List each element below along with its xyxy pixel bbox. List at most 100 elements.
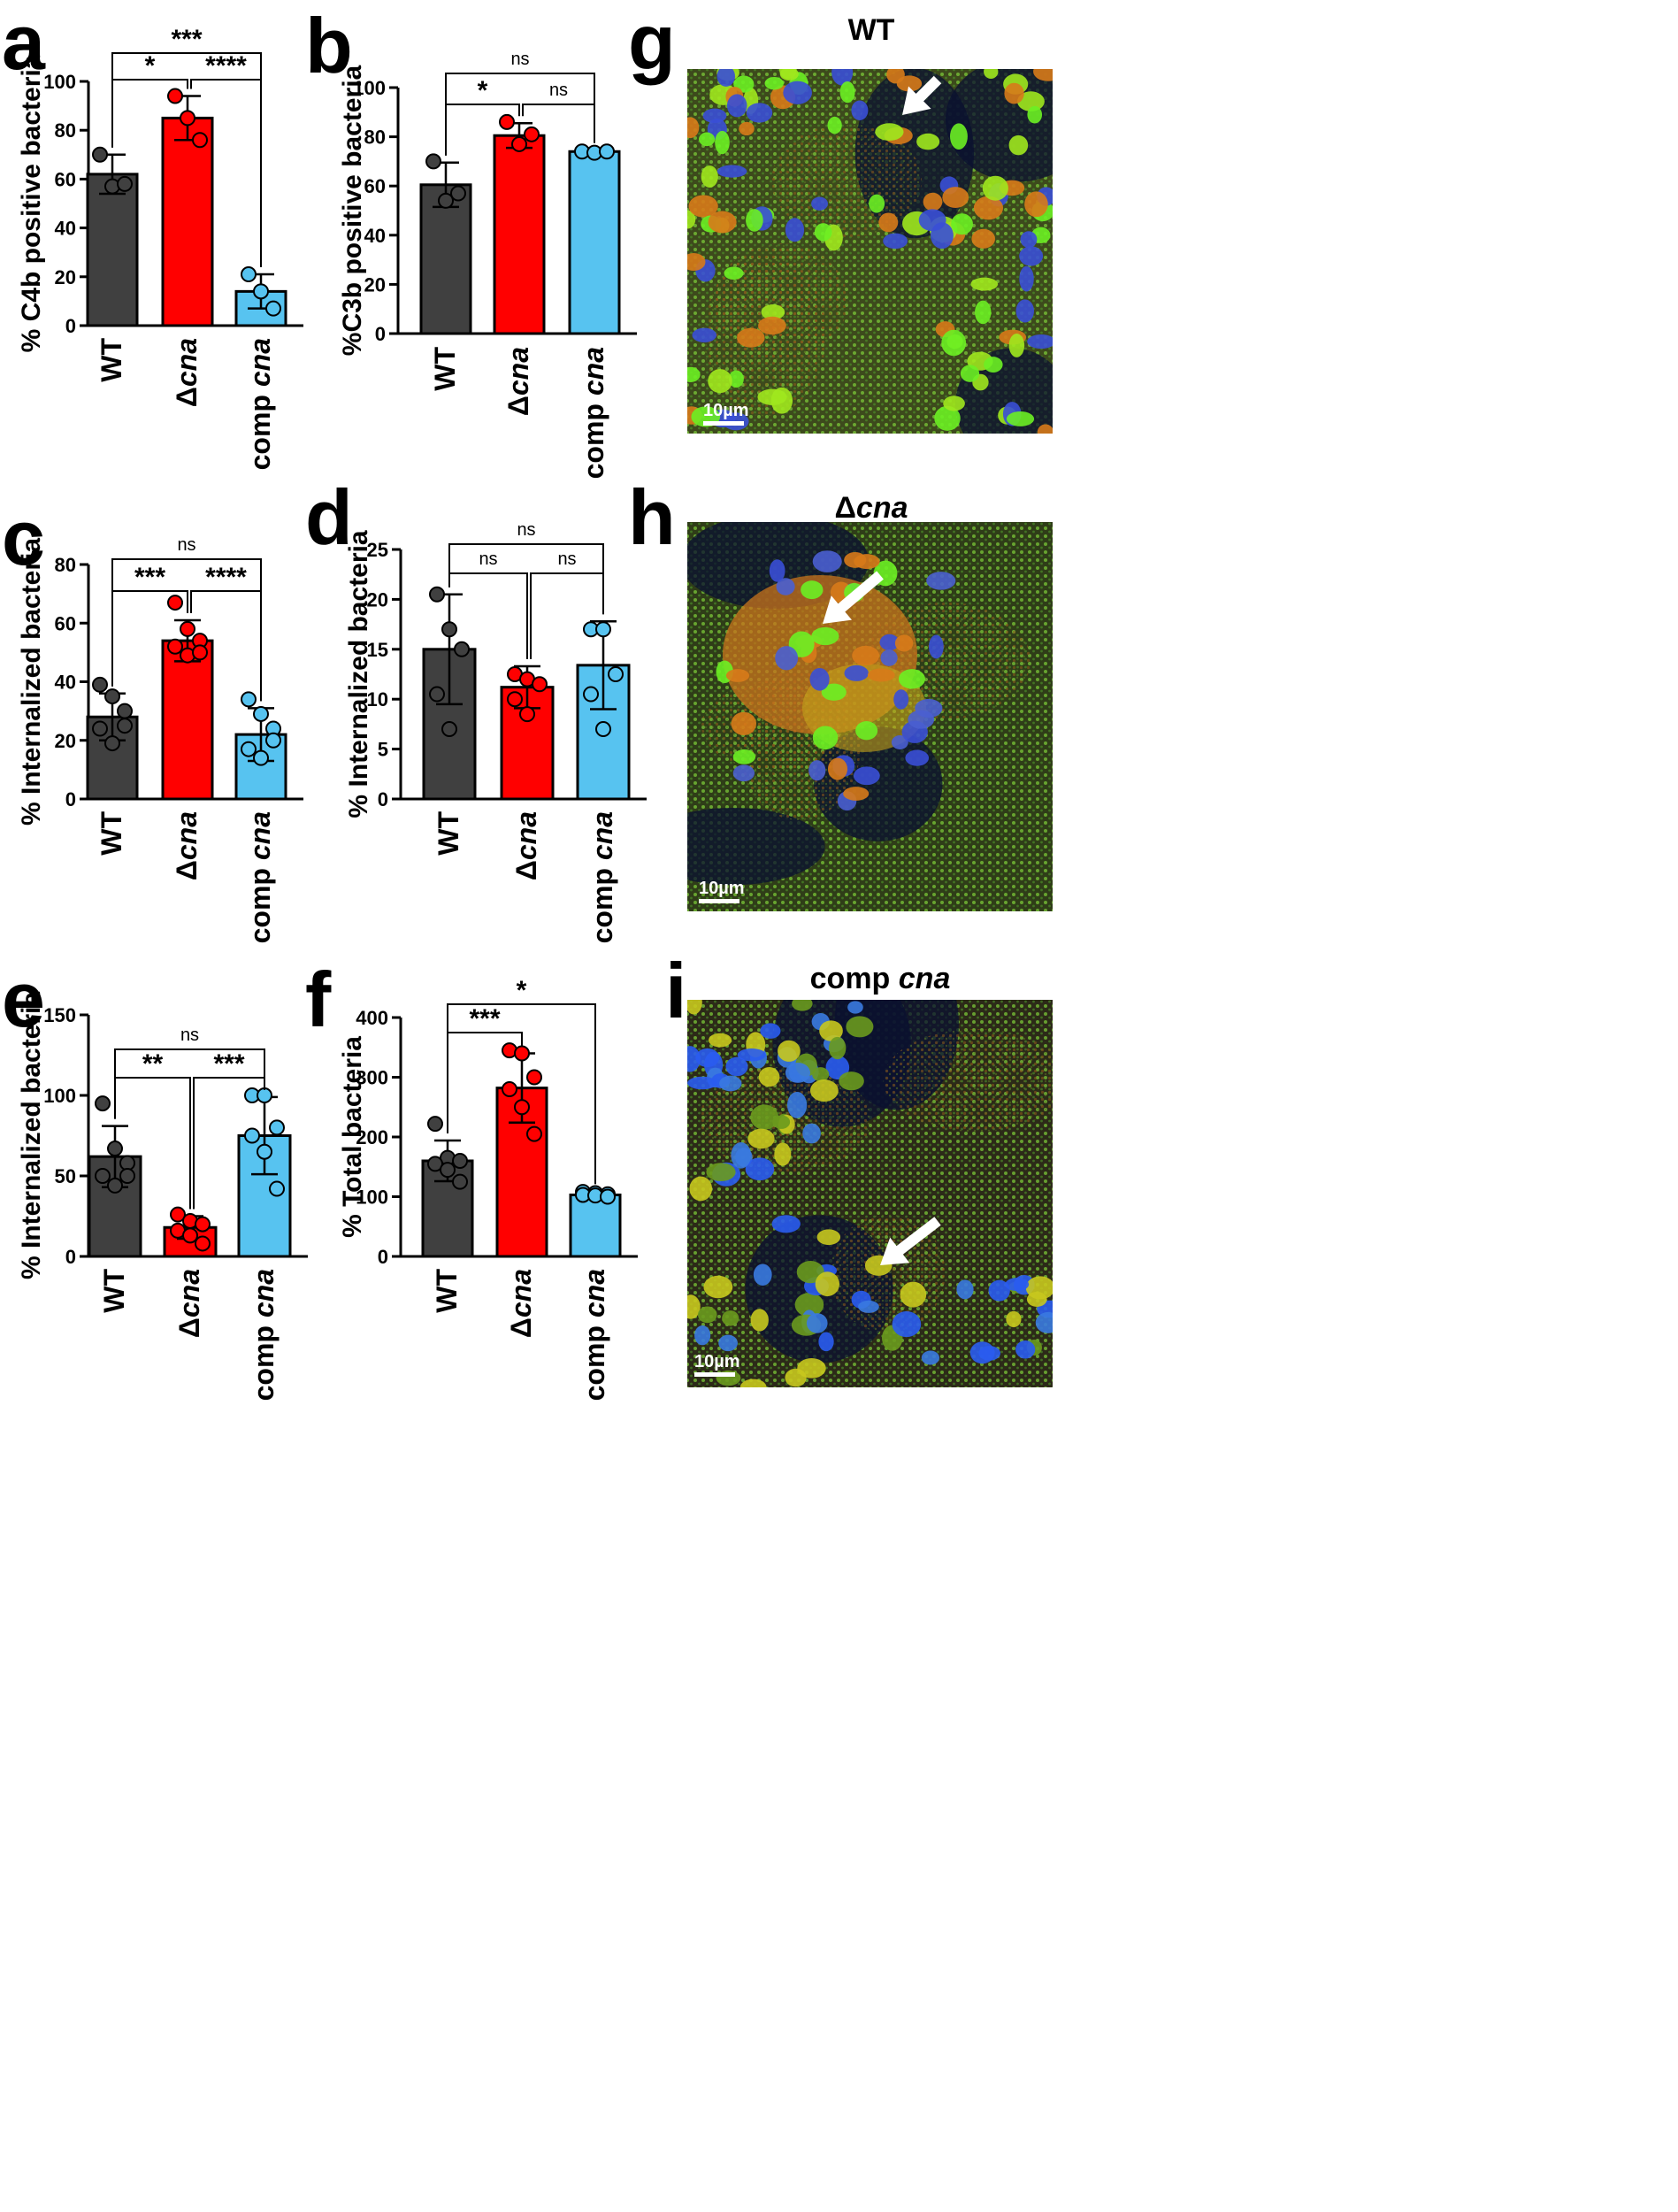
- label-part-italic: cna: [578, 347, 609, 396]
- data-point: [192, 132, 208, 149]
- data-point: [253, 705, 269, 722]
- cell: [808, 760, 826, 781]
- cell: [831, 69, 854, 86]
- cell: [1008, 333, 1025, 357]
- cell: [792, 1000, 813, 1011]
- cell: [973, 196, 1004, 220]
- label-part: Δ: [510, 860, 542, 880]
- cell: [942, 187, 969, 209]
- significance-bracket: [114, 1048, 265, 1119]
- y-tick-label: 100: [353, 77, 386, 99]
- significance-label: ****: [205, 51, 247, 81]
- y-tick-label: 0: [65, 1246, 76, 1268]
- cell: [801, 580, 824, 600]
- micrograph-image: 10µm: [687, 1000, 1053, 1387]
- data-point: [92, 146, 108, 163]
- cell: [1037, 424, 1053, 434]
- category-label-0: WT: [433, 811, 464, 856]
- cell: [941, 329, 967, 357]
- label-part-italic: cna: [502, 347, 534, 396]
- cell: [708, 369, 732, 394]
- data-point: [95, 1168, 111, 1184]
- y-tick-label: 0: [65, 788, 76, 810]
- dark-region: [687, 807, 825, 886]
- data-point: [170, 1206, 186, 1223]
- cell: [776, 578, 795, 595]
- data-point: [269, 1180, 285, 1197]
- cell: [839, 1071, 864, 1091]
- cell: [687, 1000, 702, 1015]
- y-tick-label: 80: [55, 554, 76, 576]
- label-part: comp: [578, 1317, 610, 1401]
- cell: [737, 327, 765, 348]
- cell: [1015, 299, 1034, 323]
- cell: [1035, 1311, 1053, 1333]
- cell: [724, 266, 744, 280]
- y-axis-title: % Total bacteria: [338, 1036, 367, 1238]
- cell: [851, 100, 869, 121]
- panel-letter: e: [2, 956, 45, 1043]
- scale-bar: [703, 421, 744, 426]
- y-tick-label: 150: [43, 1004, 76, 1026]
- label-part: WT: [96, 811, 127, 856]
- cell: [960, 365, 980, 382]
- panel-letter: i: [665, 947, 686, 1034]
- cell: [971, 228, 996, 249]
- data-point: [253, 283, 269, 300]
- significance-label: ***: [134, 563, 165, 592]
- cell: [747, 1128, 775, 1149]
- cell: [1019, 246, 1044, 266]
- category-label-2: comp cna: [586, 811, 618, 943]
- label-part: Δ: [505, 1317, 537, 1338]
- cell: [825, 1055, 850, 1080]
- cell: [702, 108, 727, 123]
- data-point: [519, 706, 535, 723]
- data-point: [241, 741, 257, 757]
- cell: [827, 116, 842, 134]
- scale-bar-label: 10µm: [703, 401, 749, 420]
- category-label-0: WT: [98, 1269, 130, 1313]
- cell: [812, 550, 842, 572]
- cell: [725, 1056, 748, 1077]
- cell: [739, 121, 755, 136]
- data-point: [427, 1116, 443, 1133]
- label-part: comp: [810, 962, 899, 995]
- cell: [687, 117, 700, 139]
- category-label-1: Δcna: [171, 811, 203, 880]
- significance-label: ***: [213, 1049, 244, 1079]
- data-point: [180, 110, 195, 127]
- cell: [779, 69, 799, 81]
- y-axis-title: % Internalized bacteria: [17, 538, 46, 826]
- cell: [886, 69, 905, 84]
- cell: [771, 1215, 801, 1233]
- cell: [732, 749, 756, 764]
- micrograph-h: h Δcna 10µm: [628, 473, 1053, 911]
- cell: [715, 130, 730, 155]
- data-point: [595, 721, 611, 738]
- y-tick-label: 0: [375, 323, 386, 345]
- cell: [809, 1079, 839, 1102]
- cell: [737, 1048, 766, 1062]
- cell: [785, 1063, 810, 1083]
- y-tick-label: 60: [364, 175, 386, 197]
- cell: [934, 405, 961, 431]
- cell: [697, 1306, 717, 1324]
- scale-bar: [694, 1372, 735, 1377]
- label-part: WT: [431, 1269, 463, 1313]
- cell: [929, 634, 944, 659]
- scale-bar-label: 10µm: [699, 879, 745, 898]
- tissue-region: [771, 123, 922, 238]
- label-part-italic: cna: [510, 811, 542, 860]
- y-axis-title: % C4b positive bacteria: [17, 54, 46, 352]
- label-part-italic: cna: [899, 962, 951, 995]
- cell: [731, 1141, 752, 1169]
- data-point: [265, 732, 281, 749]
- cell: [694, 1325, 711, 1346]
- data-point: [182, 1227, 198, 1244]
- data-point: [427, 1156, 443, 1172]
- cell: [812, 726, 839, 750]
- y-tick-label: 0: [378, 1246, 388, 1268]
- cell: [728, 370, 744, 388]
- label-part-italic: cna: [248, 1269, 280, 1317]
